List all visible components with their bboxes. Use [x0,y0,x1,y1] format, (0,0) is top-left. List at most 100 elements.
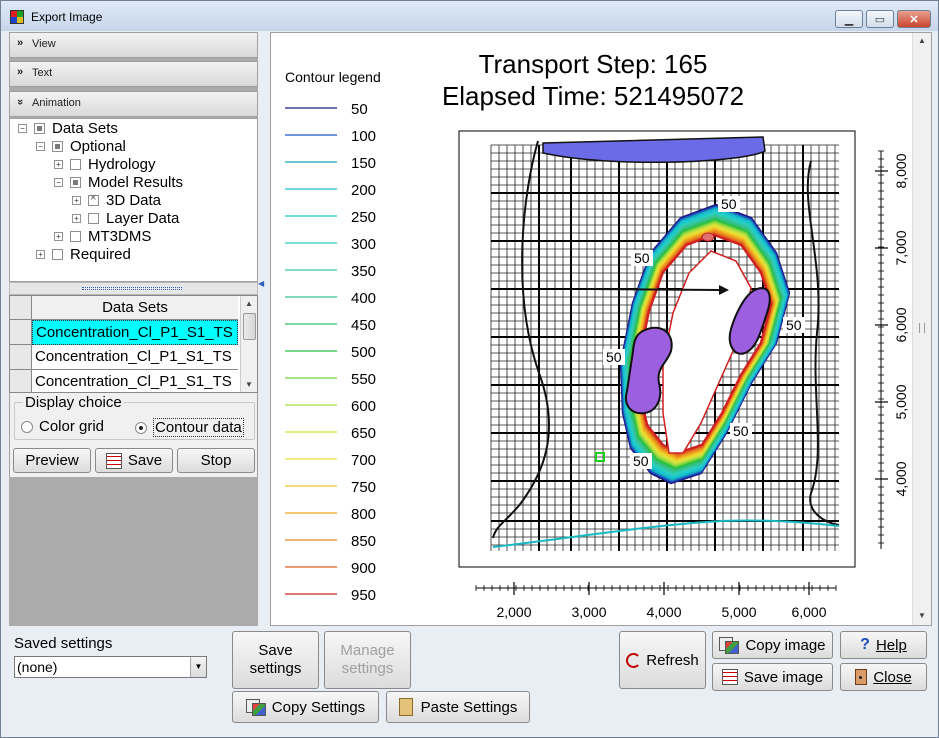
plot-title-line2: Elapsed Time: 521495072 [442,81,744,111]
contour-label: 50 [721,196,737,212]
tree-checkbox[interactable] [52,141,63,152]
tree-node-mt3dms[interactable]: + MT3DMS [54,228,151,245]
saved-settings-label: Saved settings [14,635,113,652]
tree-checkbox[interactable] [52,249,63,260]
y-tick-label: 6,000 [893,307,909,342]
tree-checkbox[interactable] [70,177,81,188]
preview-scrollbar[interactable]: ▲ ▼ [912,33,931,625]
color-grid-radio[interactable]: Color grid [21,418,104,435]
help-button[interactable]: ? Help [840,631,927,659]
collapse-icon[interactable]: − [18,124,27,133]
collapse-icon[interactable]: − [54,178,63,187]
grid-row[interactable]: Concentration_Cl_P1_S1_TS [32,320,238,345]
tree-node-required[interactable]: + Required [36,246,131,263]
legend-label: 300 [351,236,376,253]
tree-node-3d-data[interactable]: +3D Data [72,192,161,209]
section-animation-label: Animation [32,97,81,109]
refresh-label: Refresh [646,651,699,669]
tree-node-layer-data[interactable]: + Layer Data [72,210,179,227]
section-text[interactable]: » Text [9,61,258,87]
scroll-down-icon[interactable]: ▼ [245,380,253,389]
tree-label: Optional [70,138,126,155]
section-view[interactable]: » View [9,32,258,58]
help-label: Help [875,636,907,654]
copy-settings-label: Copy Settings [271,698,366,716]
expand-icon[interactable]: + [54,160,63,169]
contour-label: 50 [634,250,650,266]
scroll-grip-icon[interactable] [919,323,925,333]
grid-row[interactable]: Concentration_Cl_P1_S1_TS [32,370,238,392]
scroll-thumb[interactable] [243,313,256,340]
panel-splitter[interactable]: ◀ [258,279,265,293]
scroll-down-icon[interactable]: ▼ [918,611,926,620]
grid-row[interactable]: Concentration_Cl_P1_S1_TS [32,345,238,370]
expand-icon[interactable]: + [72,214,81,223]
scroll-up-icon[interactable]: ▲ [245,299,253,308]
preview-button[interactable]: Preview [13,448,91,473]
refresh-button[interactable]: Refresh [619,631,706,689]
stop-button[interactable]: Stop [177,448,255,473]
save-image-icon [721,669,738,685]
contour-label: 50 [606,349,622,365]
contour-data-radio[interactable]: Contour data [135,418,244,437]
close-button[interactable]: Close [840,663,927,691]
close-window-button[interactable]: ✕ [897,10,931,28]
tree-node-model-results[interactable]: − Model Results [54,174,183,191]
expand-icon[interactable]: + [36,250,45,259]
expand-icon[interactable]: + [72,196,81,205]
maximize-button[interactable]: ▭ [866,10,894,28]
chevron-down-icon[interactable]: ▼ [190,657,206,677]
save-button-label: Save [127,452,163,469]
minimize-icon: ▁ [844,13,854,26]
tree-label: Layer Data [106,210,180,227]
data-sets-grid[interactable]: Data Sets Concentration_Cl_P1_S1_TS Conc… [9,295,258,393]
tree-label: Data Sets [52,120,118,137]
section-animation[interactable]: » Animation [9,91,258,117]
row-header[interactable] [10,370,32,392]
bottom-toolbar: Saved settings (none) ▼ Save settings Man… [1,627,938,737]
save-button[interactable]: Save [95,448,173,473]
tree-label: Required [70,246,131,263]
row-header[interactable] [10,345,32,370]
tree-label: Hydrology [88,156,156,173]
row-header[interactable] [10,320,32,345]
grid-scrollbar[interactable]: ▲ ▼ [240,296,257,392]
copy-image-button[interactable]: Copy image [712,631,833,659]
manage-settings-button[interactable]: Manage settings [324,631,411,689]
tree-checkbox[interactable] [88,213,99,224]
scroll-up-icon[interactable]: ▲ [918,36,926,45]
radio-selected-icon[interactable] [135,421,147,434]
legend-label: 200 [351,182,376,199]
river-line [492,519,840,548]
tree-checkbox[interactable] [70,159,81,170]
tree-label: Model Results [88,174,184,191]
tree-grid-splitter[interactable] [9,282,258,295]
tree-node-hydrology[interactable]: + Hydrology [54,156,156,173]
plume-spot [701,232,715,242]
tree-node-data-sets[interactable]: − Data Sets [18,120,118,137]
minimize-button[interactable]: ▁ [835,10,863,28]
data-sets-tree[interactable]: − Data Sets − Optional + Hydrology − Model R… [9,118,258,282]
radio-icon[interactable] [21,420,33,433]
top-zone [542,136,766,164]
tree-checkbox[interactable] [70,231,81,242]
tree-checkbox[interactable] [88,192,99,206]
legend-label: 950 [351,587,376,604]
expand-icon[interactable]: + [54,232,63,241]
save-image-button[interactable]: Save image [712,663,833,691]
display-choice-panel: Display choice Color grid Contour data P… [9,393,258,477]
x-tick-label: 5,000 [721,604,756,620]
model-boundary [492,140,840,539]
tree-node-optional[interactable]: − Optional [36,138,126,155]
contour-label: 50 [633,453,649,469]
copy-settings-button[interactable]: Copy Settings [232,691,379,723]
paste-settings-button[interactable]: Paste Settings [386,691,530,723]
left-panel: » View » Text » Animation − Data Sets − Optio… [9,32,258,626]
tree-checkbox[interactable] [34,123,45,134]
save-settings-button[interactable]: Save settings [232,631,319,689]
display-choice-group: Display choice Color grid Contour data [14,394,255,440]
chevron-double-right-icon: » [17,66,24,78]
collapse-icon[interactable]: − [36,142,45,151]
saved-settings-dropdown[interactable]: (none) ▼ [14,656,207,678]
plume-core-west [625,326,673,415]
